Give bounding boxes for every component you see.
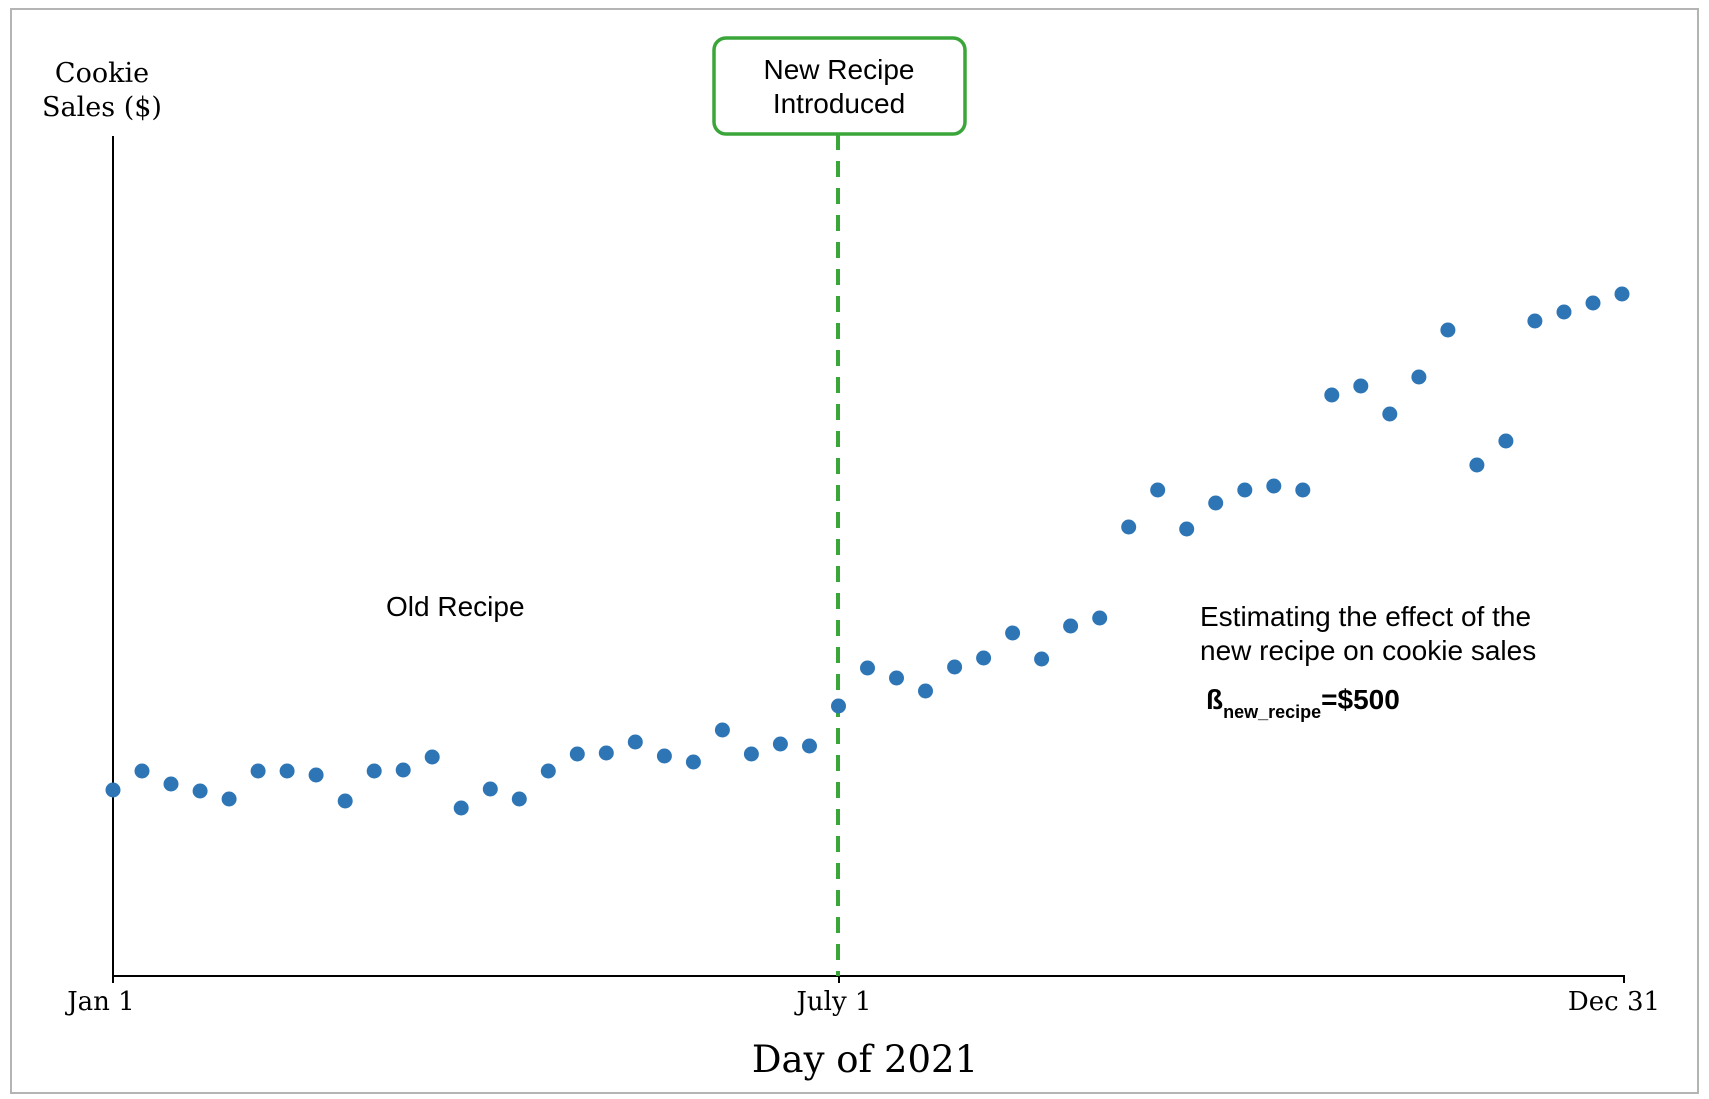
data-point-42 (1324, 387, 1340, 403)
beta-estimate: ßnew_recipe=$500 (1206, 684, 1400, 722)
beta-subscript: new_recipe (1223, 702, 1321, 722)
data-point-40 (1266, 478, 1282, 494)
data-point-12 (453, 800, 469, 816)
data-point-11 (424, 749, 440, 765)
data-point-34 (1092, 610, 1108, 626)
data-point-41 (1295, 482, 1311, 498)
x-tick-label-dec: Dec 31 (1568, 987, 1660, 1017)
data-point-44 (1382, 406, 1398, 422)
data-point-33 (1063, 618, 1079, 634)
x-tick-label-jul: July 1 (794, 987, 872, 1017)
data-point-21 (714, 722, 730, 738)
intervention-label-line2: Introduced (773, 88, 905, 119)
data-point-15 (540, 763, 556, 779)
data-point-39 (1237, 482, 1253, 498)
data-point-17 (598, 745, 614, 761)
data-point-22 (743, 746, 759, 762)
data-point-8 (337, 793, 353, 809)
data-point-37 (1179, 521, 1195, 537)
data-point-18 (627, 734, 643, 750)
beta-value: =$500 (1321, 684, 1400, 715)
data-point-6 (279, 763, 295, 779)
data-point-32 (1034, 651, 1050, 667)
data-point-13 (482, 781, 498, 797)
data-point-29 (947, 659, 963, 675)
data-point-49 (1527, 313, 1543, 329)
data-point-9 (366, 763, 382, 779)
data-point-52 (1614, 286, 1630, 302)
data-point-24 (802, 738, 817, 754)
intervention-label-line1: New Recipe (764, 54, 915, 85)
data-point-27 (889, 670, 904, 686)
data-point-31 (1005, 625, 1021, 641)
data-point-4 (221, 791, 237, 807)
data-point-45 (1411, 369, 1427, 385)
data-points (105, 286, 1630, 816)
data-point-2 (163, 776, 179, 792)
x-axis-title: Day of 2021 (752, 1038, 978, 1081)
y-axis-label-line1: Cookie (55, 58, 149, 89)
data-point-7 (308, 767, 324, 783)
data-point-14 (511, 791, 527, 807)
data-point-47 (1469, 457, 1485, 473)
old-recipe-label: Old Recipe (386, 591, 525, 622)
data-point-50 (1556, 304, 1572, 320)
data-point-0 (105, 782, 121, 798)
data-point-51 (1585, 295, 1601, 311)
data-point-20 (685, 754, 701, 770)
data-point-19 (656, 748, 672, 764)
data-point-48 (1498, 433, 1514, 449)
data-point-16 (569, 746, 585, 762)
data-point-10 (395, 762, 411, 778)
data-point-36 (1150, 482, 1166, 498)
data-point-28 (918, 683, 933, 699)
data-point-3 (192, 783, 208, 799)
data-point-38 (1208, 495, 1224, 511)
intervention-box (712, 36, 967, 136)
data-point-5 (250, 763, 266, 779)
effect-text-line2: new recipe on cookie sales (1200, 635, 1536, 666)
data-point-30 (976, 650, 992, 666)
chart-frame (10, 8, 1699, 1094)
data-point-46 (1440, 322, 1456, 338)
data-point-35 (1121, 519, 1137, 535)
data-point-1 (134, 763, 150, 779)
y-axis-label-line2: Sales ($) (42, 92, 162, 123)
data-point-25 (831, 698, 846, 714)
effect-text-line1: Estimating the effect of the (1200, 601, 1531, 632)
x-tick-label-jan: Jan 1 (64, 987, 134, 1017)
data-point-26 (860, 660, 875, 676)
beta-symbol: ß (1206, 684, 1223, 715)
data-point-43 (1353, 378, 1369, 394)
data-point-23 (772, 736, 788, 752)
